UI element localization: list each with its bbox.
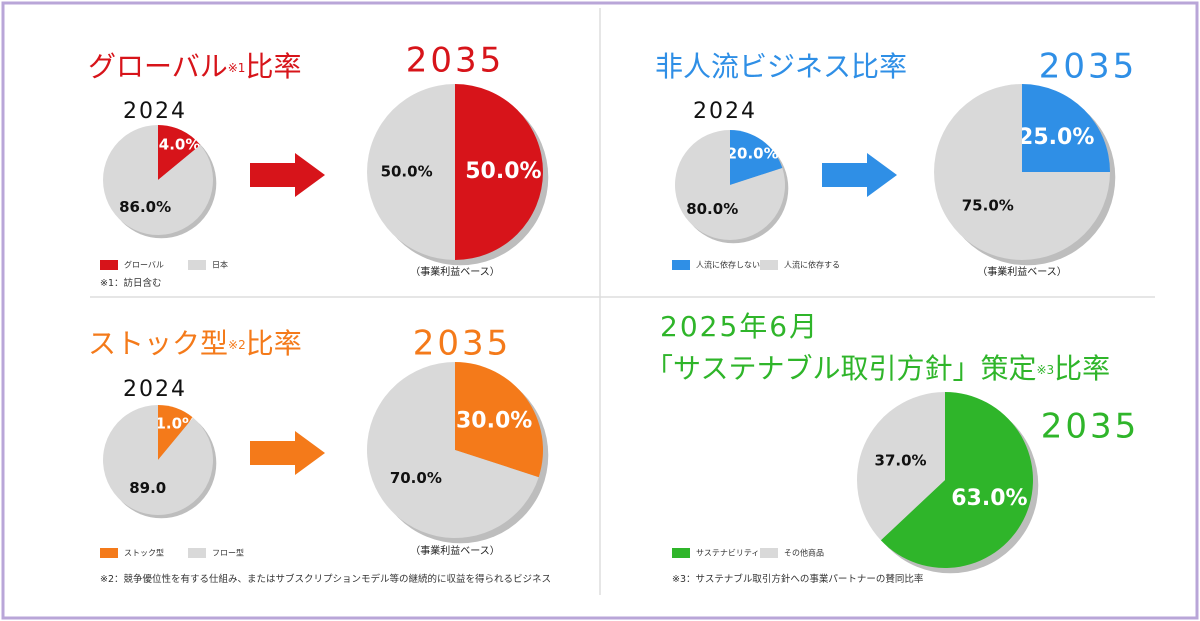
data-label: 86.0% [119, 198, 171, 216]
data-label: 14.0% [148, 136, 200, 154]
legend-swatch [672, 548, 690, 558]
title-suffix: 比率 [245, 50, 301, 83]
pie-slice [366, 361, 539, 538]
pie-title: 2024 [123, 377, 187, 402]
basis-note: （事業利益ベース） [410, 265, 500, 278]
data-label: 20.0% [727, 144, 779, 162]
pie-slice [455, 84, 543, 260]
title-note: ※3 [1036, 363, 1054, 377]
data-label: 11.0% [145, 414, 197, 432]
pie-slice [158, 125, 201, 180]
title-suffix: 比率 [1054, 352, 1110, 385]
legend-label: その他商品 [784, 548, 824, 558]
legend-label: 日本 [212, 260, 228, 270]
pie-slice [880, 392, 1033, 568]
panel-title: グローバル※1比率 [88, 50, 301, 83]
panel-title: 「サステナブル取引方針」策定※3比率 [645, 352, 1110, 385]
footnote: ※2：競争優位性を有する仕組み、またはサブスクリプションモデル等の継続的に収益を… [100, 574, 552, 585]
pie-slice [102, 125, 213, 235]
pie-title: 2024 [693, 99, 757, 124]
pie-title: 2035 [406, 41, 505, 81]
data-label: 50.0% [381, 163, 433, 181]
pie-title: 2035 [1041, 407, 1140, 447]
pie-slice [158, 405, 194, 460]
basis-note: （事業利益ベース） [410, 544, 500, 557]
legend-swatch [100, 260, 118, 270]
data-label: 89.0 [129, 479, 166, 497]
footnote: ※1：訪日含む [100, 278, 162, 289]
data-label: 50.0% [465, 159, 541, 184]
arrow [250, 153, 325, 197]
title-note: ※1 [228, 61, 246, 75]
legend-swatch [100, 548, 118, 558]
title-text: グローバル [88, 50, 228, 83]
legend-swatch [760, 548, 778, 558]
title-suffix: 比率 [246, 327, 302, 360]
legend-label: フロー型 [212, 549, 244, 558]
pie-slice [730, 130, 783, 185]
footnote: ※3：サステナブル取引方針への事業パートナーの賛同比率 [672, 574, 924, 585]
pie-title: 2024 [123, 99, 187, 124]
panel-title-prefix: 2025年6月 [660, 310, 819, 343]
data-label: 63.0% [951, 486, 1027, 511]
pie-slice [857, 392, 945, 541]
panel-title: 非人流ビジネス比率 [655, 50, 907, 83]
legend-label: サステナビリティ [696, 549, 759, 558]
data-label: 75.0% [962, 197, 1014, 215]
panel-title: ストック型※2比率 [88, 327, 302, 360]
title-text: 非人流ビジネス比率 [655, 50, 907, 83]
pie-title: 2035 [1039, 47, 1138, 87]
legend-label: 人流に依存する [784, 260, 840, 270]
title-note: ※2 [228, 338, 246, 352]
title-text: ストック型 [88, 327, 228, 360]
legend-swatch [672, 260, 690, 270]
pie-slice [674, 130, 785, 240]
pie-slice [455, 361, 543, 478]
title-text: 「サステナブル取引方針」策定 [645, 352, 1036, 385]
arrow [822, 153, 897, 197]
arrow [250, 431, 325, 475]
legend-swatch [188, 548, 206, 558]
pie-slice [367, 84, 455, 260]
data-label: 30.0% [456, 409, 532, 434]
legend-swatch [188, 260, 206, 270]
pie-slice [102, 405, 213, 515]
legend-label: グローバル [124, 260, 164, 270]
basis-note: （事業利益ベース） [977, 265, 1067, 278]
pie-title: 2035 [413, 324, 512, 364]
data-label: 37.0% [875, 451, 927, 469]
legend-label: 人流に依存しない [696, 260, 760, 270]
legend-swatch [760, 260, 778, 270]
legend-label: ストック型 [124, 549, 164, 558]
data-label: 25.0% [1018, 125, 1094, 150]
pie-slice [934, 84, 1110, 260]
data-label: 70.0% [390, 469, 442, 487]
pie-slice [1022, 84, 1110, 172]
data-label: 80.0% [686, 200, 738, 218]
